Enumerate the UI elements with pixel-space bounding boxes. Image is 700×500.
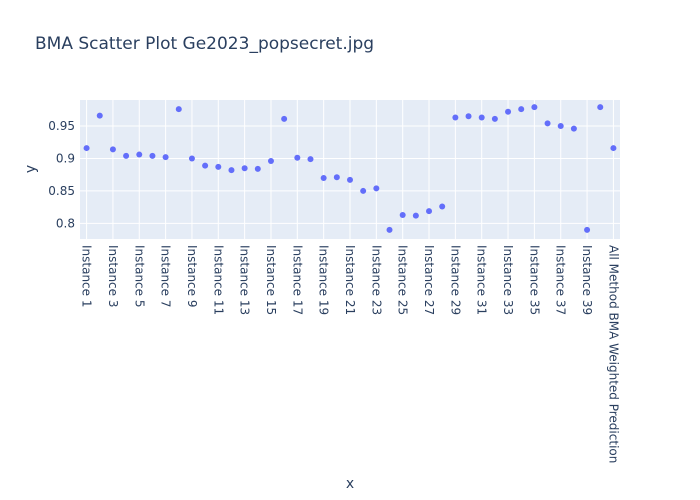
data-point [123, 152, 130, 159]
x-tick-label: Instance 21 [343, 245, 357, 315]
data-point [505, 108, 512, 115]
data-point [333, 174, 340, 181]
x-tick-label: Instance 33 [501, 245, 515, 315]
data-point [531, 104, 538, 111]
data-point [347, 176, 353, 183]
x-tick-label: Instance 25 [396, 245, 410, 315]
data-point [426, 208, 433, 215]
data-point [188, 155, 195, 162]
data-point [439, 203, 446, 210]
data-point [491, 115, 498, 122]
data-point [570, 125, 577, 132]
data-point [518, 106, 525, 113]
x-tick-label: Instance 39 [580, 245, 594, 315]
y-axis-title: y [23, 165, 39, 173]
x-tick-label: Instance 31 [475, 245, 489, 315]
x-tick-label: Instance 5 [132, 245, 146, 308]
data-point [136, 151, 143, 158]
data-point [557, 122, 564, 129]
data-point [373, 185, 380, 192]
x-tick-label: Instance 37 [554, 245, 568, 315]
data-point [597, 104, 604, 111]
data-point [241, 165, 248, 172]
x-tick-label: Instance 3 [106, 245, 120, 308]
y-tick-label: 0.85 [48, 184, 75, 198]
data-point [307, 156, 314, 163]
x-tick-label: Instance 35 [527, 245, 541, 315]
x-tick-label: Instance 15 [264, 245, 278, 315]
x-tick-label: All Method BMA Weighted Prediction [606, 245, 620, 463]
y-tick-label: 0.9 [56, 151, 75, 165]
data-point [294, 154, 301, 161]
data-point [399, 211, 406, 218]
data-point [281, 115, 288, 122]
data-point [215, 163, 222, 170]
y-tick-label: 0.8 [56, 216, 75, 230]
x-tick-label: Instance 17 [290, 245, 304, 315]
data-point [412, 212, 419, 219]
data-point [360, 187, 367, 194]
x-tick-label: Instance 23 [369, 245, 383, 315]
data-point [228, 167, 235, 174]
chart-title: BMA Scatter Plot Ge2023_popsecret.jpg [35, 34, 375, 54]
data-point [320, 174, 327, 181]
x-tick-label: Instance 7 [159, 245, 173, 308]
data-point [175, 106, 182, 113]
x-tick-label: Instance 9 [185, 245, 199, 308]
data-point [162, 154, 169, 161]
x-tick-label: Instance 27 [422, 245, 436, 315]
y-tick-label: 0.95 [48, 119, 75, 133]
data-point [544, 120, 551, 127]
x-axis-title: x [346, 476, 354, 492]
x-tick-label: Instance 19 [317, 245, 331, 315]
data-point [254, 165, 261, 172]
data-point [465, 113, 472, 120]
x-tick-label: Instance 13 [238, 245, 252, 315]
data-point [386, 226, 393, 233]
data-point [267, 158, 274, 165]
data-point [478, 114, 485, 121]
data-point [202, 162, 209, 169]
data-point [149, 152, 156, 159]
data-point [584, 226, 591, 233]
data-point [96, 112, 103, 119]
data-point [452, 114, 459, 121]
data-point [109, 146, 116, 153]
x-tick-label: Instance 11 [211, 245, 225, 315]
x-tick-label: Instance 1 [80, 245, 94, 308]
x-tick-label: Instance 29 [448, 245, 462, 315]
data-point [83, 145, 90, 152]
data-point [610, 145, 617, 152]
